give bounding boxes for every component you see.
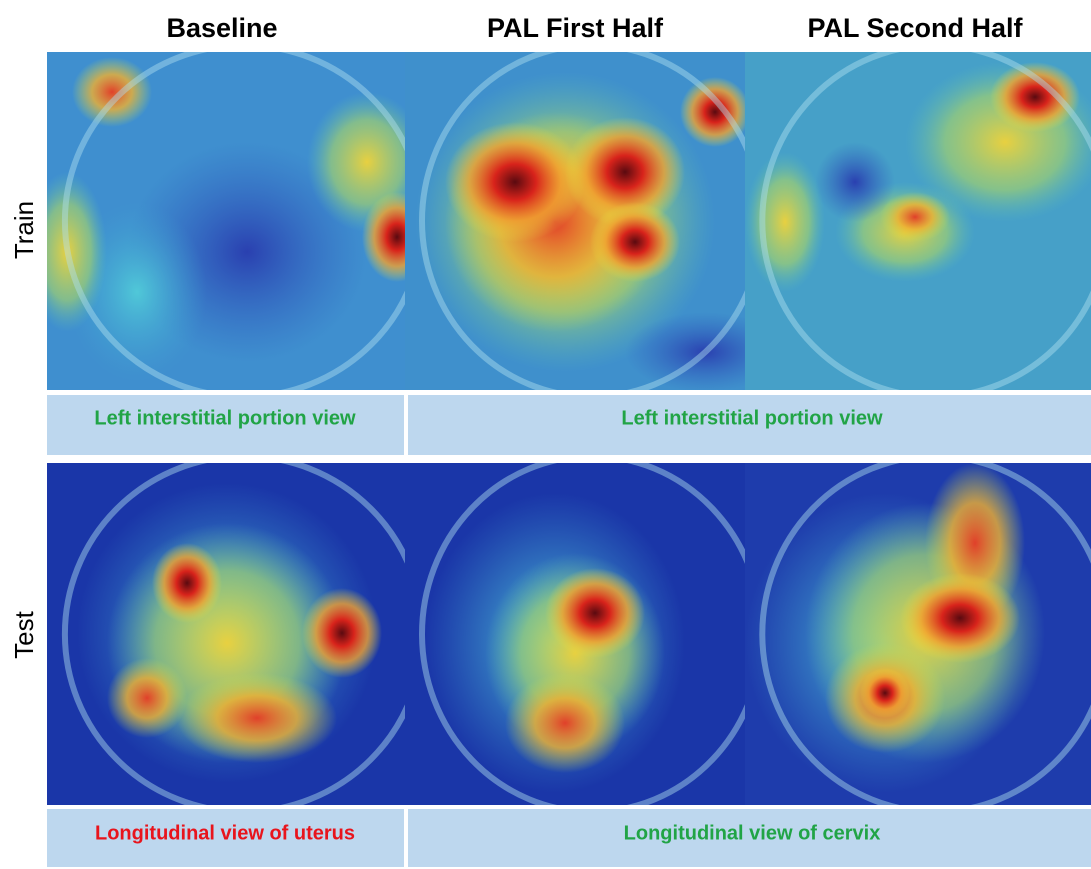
heat-blob xyxy=(505,673,625,773)
heat-blob xyxy=(590,202,680,282)
caption: Left interstitial portion view xyxy=(94,407,356,429)
caption: Longitudinal view of cervix xyxy=(624,822,881,844)
heat-blob xyxy=(107,658,187,738)
heat-blob xyxy=(900,573,1020,663)
heat-blob xyxy=(152,543,222,623)
heatmap xyxy=(405,45,785,397)
heat-blob xyxy=(815,142,895,222)
heatmap xyxy=(745,45,1091,397)
heat-blob xyxy=(445,122,585,242)
row-label: Test xyxy=(9,610,39,658)
heat-blob xyxy=(745,152,825,292)
row-label: Train xyxy=(9,201,39,259)
heatmap xyxy=(745,456,1091,812)
heat-blob xyxy=(302,588,382,678)
heatmap xyxy=(405,456,762,812)
heat-blob xyxy=(72,57,152,127)
heatmap xyxy=(47,456,423,812)
column-header: PAL First Half xyxy=(487,13,664,43)
caption: Longitudinal view of uterus xyxy=(95,822,355,844)
column-header: Baseline xyxy=(166,13,277,43)
heatmap xyxy=(27,45,432,397)
column-header: PAL Second Half xyxy=(807,13,1023,43)
figure: Baseline PAL First Half PAL Second Half … xyxy=(0,0,1091,869)
heat-blob xyxy=(177,673,337,763)
caption: Left interstitial portion view xyxy=(621,407,883,429)
heat-blob xyxy=(990,62,1080,132)
heat-blob xyxy=(545,568,645,658)
heat-blob xyxy=(860,668,910,718)
